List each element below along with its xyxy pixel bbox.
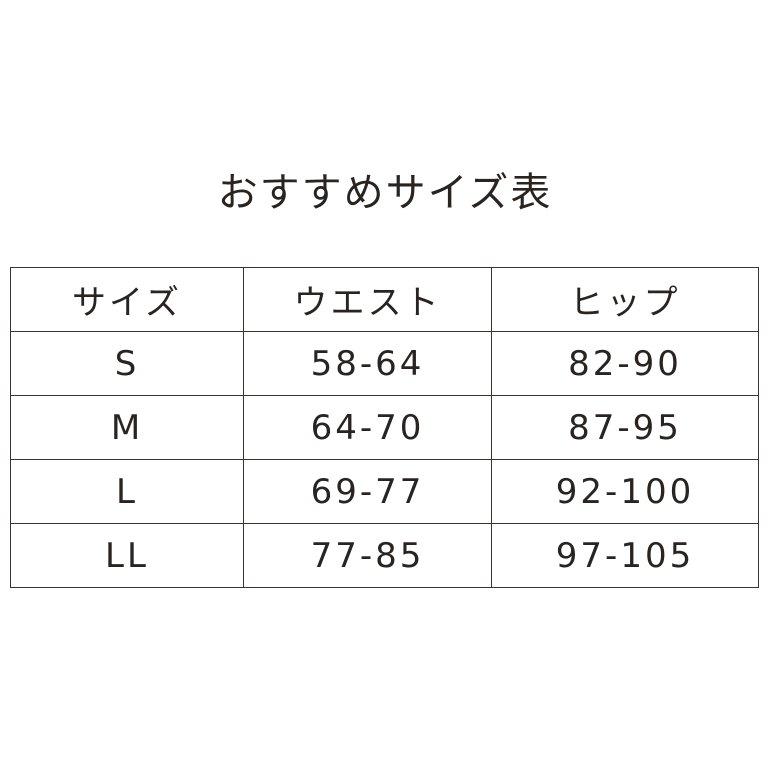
- cell-waist: 58-64: [243, 331, 492, 396]
- cell-hip: 97-105: [491, 523, 759, 588]
- header-hip: ヒップ: [491, 267, 759, 332]
- page-title: おすすめサイズ表: [217, 170, 553, 216]
- table-row: S 58-64 82-90: [10, 331, 759, 396]
- table-row: L 69-77 92-100: [10, 459, 759, 524]
- cell-hip: 82-90: [491, 331, 759, 396]
- cell-waist: 64-70: [243, 395, 492, 460]
- cell-size: L: [10, 459, 244, 524]
- cell-waist: 69-77: [243, 459, 492, 524]
- header-size: サイズ: [10, 267, 244, 332]
- cell-size: LL: [10, 523, 244, 588]
- cell-waist: 77-85: [243, 523, 492, 588]
- table-row: M 64-70 87-95: [10, 395, 759, 460]
- cell-hip: 92-100: [491, 459, 759, 524]
- table-header-row: サイズ ウエスト ヒップ: [10, 267, 759, 332]
- cell-hip: 87-95: [491, 395, 759, 460]
- table-row: LL 77-85 97-105: [10, 523, 759, 588]
- header-waist: ウエスト: [243, 267, 492, 332]
- size-table: サイズ ウエスト ヒップ S 58-64 82-90 M 64-70 87-95…: [10, 267, 759, 588]
- cell-size: M: [10, 395, 244, 460]
- cell-size: S: [10, 331, 244, 396]
